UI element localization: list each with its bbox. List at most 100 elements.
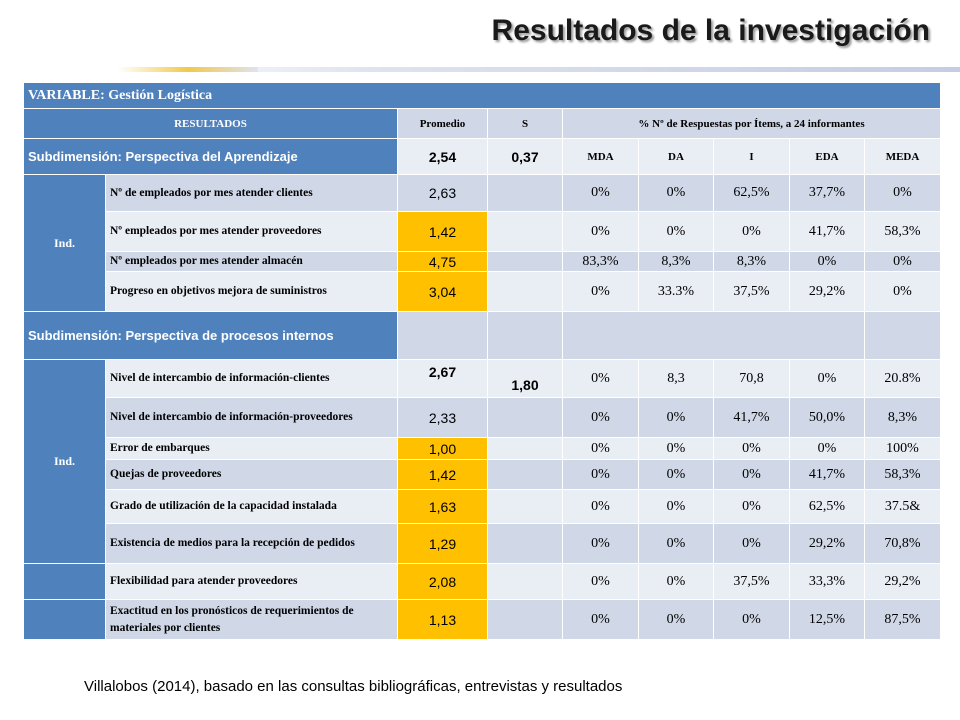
promedio-value: 3,04 (397, 271, 488, 312)
s-value (487, 251, 563, 272)
s-value (487, 174, 563, 212)
response-percentage: 0% (863, 174, 942, 212)
indicator-label: Existencia de medios para la recepción d… (105, 523, 398, 564)
promedio-value: 1,42 (397, 211, 488, 252)
source-citation: Villalobos (2014), basado en las consult… (84, 678, 623, 695)
page-title: Resultados de la investigación (491, 14, 930, 47)
table-row: Flexibilidad para atender proveedores 2,0… (23, 563, 942, 600)
s-value (487, 563, 563, 600)
response-percentage: 0% (713, 599, 790, 640)
header-s: S (487, 108, 563, 139)
response-percentage: 0% (562, 489, 639, 524)
s-value (487, 459, 563, 490)
table-row: Error de embarques 1,00 0% 0% 0% 0% 100% (24, 437, 942, 460)
response-percentage: 87,5% (863, 599, 942, 640)
response-percentage: 0% (638, 437, 714, 460)
indicator-label: Nº empleados por mes atender almacén (105, 251, 398, 272)
table-row: Nº empleados por mes atender proveedores… (24, 211, 942, 252)
response-percentage: 8,3% (638, 251, 714, 272)
empty-cell (397, 311, 488, 360)
subdimension-label: Subdimensión: Perspectiva del Aprendizaj… (23, 138, 398, 175)
response-percentage: 29,2% (863, 563, 942, 600)
promedio-value: 2,63 (397, 174, 488, 212)
response-percentage: 62,5% (789, 489, 865, 524)
response-percentage: 0% (562, 397, 639, 438)
promedio-value: 1,13 (397, 599, 488, 640)
s-value (487, 599, 563, 640)
table-row: Ind. Nº de empleados por mes atender clie… (23, 174, 942, 312)
response-percentage: 37,5% (713, 271, 790, 312)
response-percentage: 0% (863, 271, 942, 312)
results-table: VARIABLE: Gestión Logística RESULTADOS Pro… (22, 82, 942, 640)
response-percentage: 0% (713, 459, 790, 490)
response-percentage: 29,2% (789, 523, 865, 564)
response-percentage: 8,3% (713, 251, 790, 272)
response-percentage: 0% (638, 489, 714, 524)
subdimension-row: Subdimensión: Perspectiva de procesos in… (23, 311, 942, 360)
indicator-label: Error de embarques (105, 437, 398, 460)
table-row: Existencia de medios para la recepción d… (24, 523, 942, 564)
response-percentage: 0% (638, 459, 714, 490)
subdimension-label: Subdimensión: Perspectiva de procesos in… (23, 311, 398, 360)
response-percentage: 0% (638, 523, 714, 564)
response-percentage: 62,5% (713, 174, 790, 212)
response-percentage: 0% (789, 437, 865, 460)
indicator-label: Nivel de intercambio de información-prov… (105, 397, 398, 438)
response-percentage: 41,7% (789, 459, 865, 490)
promedio-value: 2,08 (397, 563, 488, 600)
response-percentage: 20.8% (863, 359, 942, 398)
empty-cell (23, 563, 106, 600)
response-percentage: 8,3% (863, 397, 942, 438)
response-percentage: 0% (638, 397, 714, 438)
response-percentage: 0% (789, 251, 865, 272)
response-percentage: 0% (638, 599, 714, 640)
response-percentage: 41,7% (789, 211, 865, 252)
s-value (487, 437, 563, 460)
table-row: Nº empleados por mes atender almacén 4,75… (24, 251, 942, 272)
s-value (487, 523, 563, 564)
response-percentage: 0% (713, 437, 790, 460)
response-percentage: 0% (863, 251, 942, 272)
response-percentage: 0% (562, 174, 639, 212)
s-value (487, 489, 563, 524)
response-column-header: DA (638, 138, 714, 175)
response-column-header: I (713, 138, 790, 175)
table-row: VARIABLE: Gestión Logística (22, 82, 942, 109)
s-value (487, 271, 563, 312)
response-percentage: 0% (562, 437, 639, 460)
title-underline-accent (118, 67, 258, 72)
header-promedio: Promedio (397, 108, 488, 139)
table-row: Ind. Nivel de intercambio de información-… (23, 359, 942, 564)
response-percentage: 0% (638, 211, 714, 252)
s-value: 1,80 (487, 359, 563, 398)
response-percentage: 50,0% (789, 397, 865, 438)
empty-cell (23, 599, 106, 640)
indicator-label: Nivel de intercambio de información-clie… (105, 359, 398, 398)
response-percentage: 8,3 (638, 359, 714, 398)
response-percentage: 0% (562, 599, 639, 640)
promedio-value: 4,75 (397, 251, 488, 272)
ind-label: Ind. (23, 174, 106, 312)
response-percentage: 0% (789, 359, 865, 398)
table-row: Progreso en objetivos mejora de suminist… (24, 271, 942, 312)
subdimension-s: 0,37 (487, 138, 563, 175)
response-percentage: 33.3% (638, 271, 714, 312)
response-percentage: 0% (562, 523, 639, 564)
response-percentage: 29,2% (789, 271, 865, 312)
indicator-label: Grado de utilización de la capacidad ins… (105, 489, 398, 524)
s-value (487, 397, 563, 438)
response-percentage: 0% (638, 563, 714, 600)
promedio-value: 1,29 (397, 523, 488, 564)
empty-cell (487, 311, 563, 360)
table-row: Exactitud en los pronósticos de requerim… (23, 599, 942, 640)
variable-title: VARIABLE: Gestión Logística (22, 82, 942, 109)
response-percentage: 70,8% (863, 523, 942, 564)
indicator-label: Nº empleados por mes atender proveedores (105, 211, 398, 252)
response-percentage: 83,3% (562, 251, 639, 272)
response-percentage: 0% (562, 271, 639, 312)
empty-cell (863, 311, 942, 360)
response-percentage: 41,7% (713, 397, 790, 438)
indicator-label: Progreso en objetivos mejora de suminist… (105, 271, 398, 312)
promedio-value: 1,63 (397, 489, 488, 524)
response-column-header: MDA (562, 138, 639, 175)
